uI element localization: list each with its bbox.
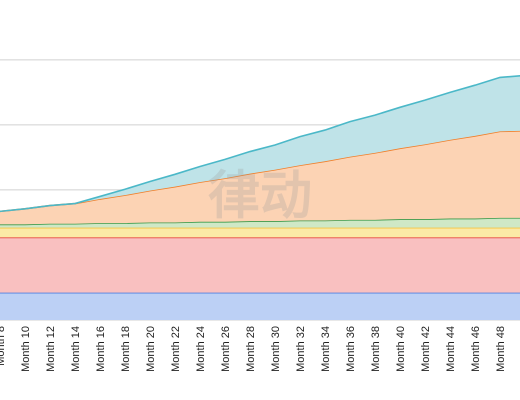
x-tick-label: Month 8 <box>0 326 7 366</box>
x-tick-label: Month 22 <box>170 326 182 372</box>
x-tick-label: Month 48 <box>495 326 507 372</box>
x-tick-label: Month 14 <box>70 326 82 372</box>
x-tick-label: Month 32 <box>295 326 307 372</box>
x-tick-label: Month 42 <box>420 326 432 372</box>
x-tick-label: Month 44 <box>445 326 457 372</box>
area-line <box>0 75 520 213</box>
x-tick-label: Month 20 <box>145 326 157 372</box>
x-tick-label: Month 38 <box>370 326 382 372</box>
area <box>0 75 520 212</box>
area <box>0 292 520 320</box>
x-tick-label: Month 36 <box>345 326 357 372</box>
x-tick-label: Month 12 <box>45 326 57 372</box>
watermark: 律动 <box>208 168 312 226</box>
x-tick-label: Month 34 <box>320 326 332 372</box>
area <box>0 227 520 238</box>
x-tick-label: Month 18 <box>120 326 132 372</box>
area <box>0 237 520 293</box>
x-tick-label: Month 24 <box>195 326 207 372</box>
area <box>0 130 520 225</box>
x-tick-label: Month 16 <box>95 326 107 372</box>
x-tick-label: Month 40 <box>395 326 407 372</box>
x-tick-label: Month 28 <box>245 326 257 372</box>
x-tick-label: Month 10 <box>20 326 32 372</box>
x-tick-label: Month 26 <box>220 326 232 372</box>
area <box>0 217 520 228</box>
x-tick-label: Month 30 <box>270 326 282 372</box>
x-tick-label: Month 46 <box>470 326 482 372</box>
